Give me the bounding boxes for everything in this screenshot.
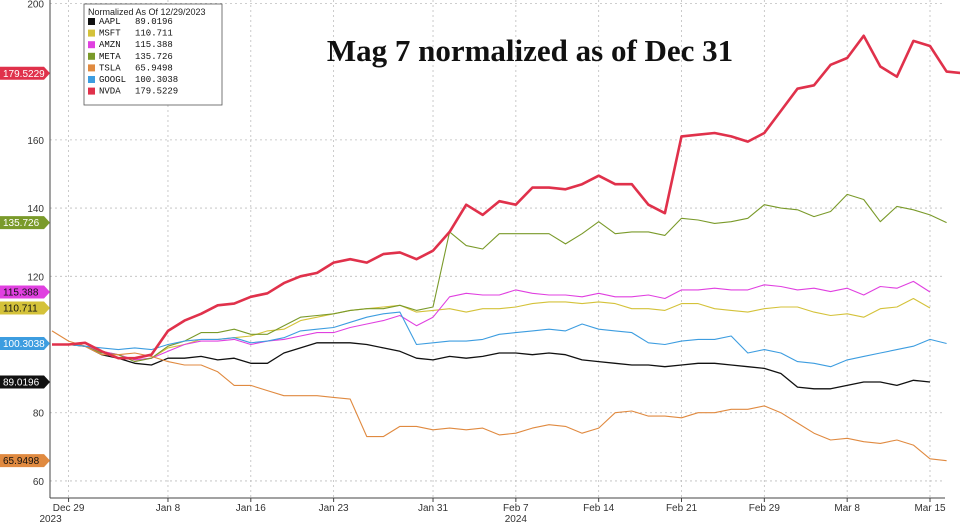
badge-googl: 100.3038 [0,336,50,350]
legend-swatch [88,29,95,37]
x-tick-label: Dec 29 [53,503,85,514]
badge-shape [0,454,50,468]
badge-tsla: 65.9498 [0,454,50,468]
legend-name: META [99,52,121,62]
y-tick-label: 200 [27,0,44,10]
badge-value: 89.0196 [3,377,40,388]
badge-shape [0,285,50,299]
badge-value: 65.9498 [3,456,40,467]
legend-swatch [88,64,95,72]
x-tick-label: Feb 21 [666,503,698,514]
badge-value: 115.388 [3,288,39,299]
y-tick-label: 140 [27,204,44,215]
badge-shape [0,375,50,389]
badge-meta: 135.726 [0,216,50,230]
legend-box [83,3,223,106]
badge-value: 110.711 [3,303,38,314]
y-tick-label: 160 [27,136,44,147]
x-tick-label: Jan 23 [319,503,349,514]
badge-shape [0,216,50,230]
legend-swatch [88,18,95,25]
legend-entry-googl: GOOGL 100.3038 [88,75,178,85]
x-tick-year: 2023 [39,514,62,523]
legend-entry-meta: META 135.726 [88,52,173,62]
x-tick-label: Feb 7 [503,503,529,514]
legend-swatch [88,76,95,83]
legend-entry-tsla: TSLA 65.9498 [88,63,173,73]
legend-name: GOOGL [99,75,126,85]
legend-value: 135.726 [135,52,173,62]
series-line-meta [52,193,947,363]
legend-value: 115.388 [135,40,173,50]
legend-name: TSLA [99,63,121,73]
legend-value: 100.3038 [135,75,178,85]
badge-value: 100.3038 [3,339,45,350]
badge-value: 135.726 [3,218,40,229]
legend-name: AAPL [99,17,121,27]
series-line-aapl [52,342,931,390]
legend-entry-amzn: AMZN 115.388 [88,40,173,50]
series-lines [51,34,960,462]
badge-msft: 110.711 [0,301,50,315]
y-ticks: 60 80 120 140 160 200 [27,0,44,488]
badge-value: 179.5229 [3,69,45,80]
series-line-nvda [52,34,960,360]
series-line-amzn [52,280,931,361]
badge-amzn: 115.388 [0,285,50,299]
x-tick-label: Jan 16 [236,503,266,514]
x-tick-label: Mar 8 [834,503,860,514]
legend-entry-nvda: NVDA 179.5229 [88,87,178,97]
x-tick-year: 2024 [505,514,528,523]
legend-value: 179.5229 [135,87,178,97]
badge-nvda: 179.5229 [0,66,50,80]
legend-name: AMZN [99,40,121,50]
y-tick-label: 60 [33,477,45,488]
y-tick-label: 120 [27,272,44,283]
x-tick-label: Mar 15 [914,503,946,514]
legend-title: Normalized As Of 12/29/2023 [88,7,206,17]
legend-swatch [88,87,95,95]
legend-name: NVDA [99,87,121,97]
series-line-msft [52,297,931,361]
legend-value: 110.711 [135,29,173,39]
badge-aapl: 89.0196 [0,375,50,389]
x-tick-label: Feb 14 [583,503,615,514]
legend-name: MSFT [99,29,121,39]
chart-title: Mag 7 normalized as of Dec 31 [327,33,733,68]
last-value-badges: 89.0196 110.711 115.388 135.726 65.9498 100.3… [0,66,50,468]
legend-swatch [88,52,95,60]
badge-shape [0,66,50,80]
x-tick-label: Jan 31 [418,503,448,514]
axes [49,0,945,499]
badge-shape [0,336,50,350]
series-line-googl [52,311,947,368]
series-line-tsla [51,330,947,462]
x-tick-label: Jan 8 [156,503,181,514]
legend-entry-aapl: AAPL 89.0196 [88,17,173,27]
y-tick-label: 80 [33,409,45,420]
legend-value: 65.9498 [135,63,173,73]
x-tick-label: Feb 29 [749,503,781,514]
badge-shape [0,301,50,315]
legend-swatch [88,41,95,49]
legend-entry-msft: MSFT 110.711 [88,29,173,39]
legend-value: 89.0196 [135,17,173,27]
grid [50,0,945,498]
